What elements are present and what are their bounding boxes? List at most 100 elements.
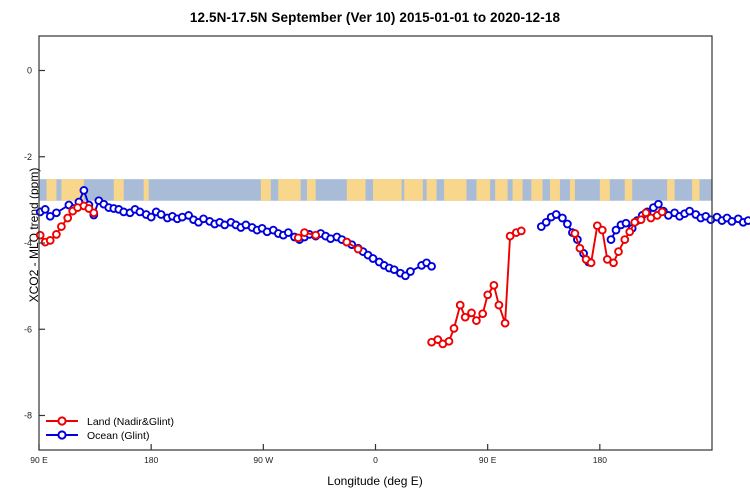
data-point-marker	[657, 207, 667, 217]
x-tick-label: 180	[593, 455, 607, 465]
y-tick-label: -2	[24, 152, 32, 162]
data-point-marker	[743, 216, 750, 225]
land-mask-segment	[113, 179, 124, 201]
data-point-marker	[57, 222, 66, 231]
data-point-marker	[427, 261, 436, 271]
legend-swatch-marker	[57, 416, 67, 426]
land-mask-segment	[346, 179, 366, 201]
data-point-marker	[389, 265, 399, 275]
data-point-marker	[472, 316, 481, 325]
data-point-marker	[455, 300, 465, 310]
data-point-marker	[467, 308, 476, 318]
data-point-marker	[283, 228, 293, 237]
data-point-marker	[541, 217, 551, 227]
legend-label: Land (Nadir&Glint)	[87, 416, 174, 428]
data-point-marker	[449, 324, 459, 333]
data-point-marker	[293, 233, 303, 243]
data-point-marker	[625, 227, 635, 237]
data-point-marker	[483, 290, 493, 300]
land-mask-segment	[46, 179, 57, 201]
land-mask-segment	[549, 179, 560, 201]
data-point-marker	[63, 213, 73, 223]
land-mask-segment	[444, 179, 467, 201]
data-point-marker	[620, 235, 630, 244]
x-tick-label: 90 W	[253, 455, 273, 465]
data-point-marker	[575, 243, 585, 253]
axis-layer: 0 -2 -4 -6 -8 90 E 180 90 W 0 90 E 180	[24, 35, 713, 465]
data-point-marker	[611, 225, 621, 235]
data-point-marker	[609, 258, 618, 268]
y-tick-label: -8	[24, 411, 32, 421]
data-point-marker	[614, 247, 623, 256]
data-point-marker	[460, 312, 470, 322]
land-mask-segment	[143, 179, 149, 201]
data-point-marker	[636, 215, 646, 225]
series-ocean	[35, 186, 750, 281]
data-point-marker	[300, 228, 309, 237]
y-tick-label: 0	[27, 66, 32, 76]
y-tick-label: -6	[24, 324, 32, 334]
data-point-marker	[500, 318, 510, 328]
data-point-marker	[494, 300, 504, 310]
data-point-marker	[353, 244, 363, 254]
page-title: 12.5N-17.5N September (Ver 10) 2015-01-0…	[189, 10, 561, 25]
land-mask-segment	[476, 179, 491, 201]
data-point-marker	[597, 225, 607, 235]
data-series-layer	[35, 186, 750, 349]
land-mask-segment	[61, 179, 84, 201]
data-point-marker	[641, 208, 651, 218]
land-mask-segment	[512, 179, 523, 201]
data-point-marker	[79, 186, 89, 195]
land-mask-segment	[404, 179, 423, 201]
land-mask-segment	[599, 179, 610, 201]
data-point-marker	[52, 208, 61, 218]
data-point-marker	[505, 231, 515, 241]
y-tick-label: -4	[24, 238, 32, 248]
data-point-marker	[489, 280, 499, 290]
land-mask-segment	[426, 179, 437, 201]
data-point-marker	[602, 255, 612, 264]
data-point-marker	[563, 219, 572, 229]
land-mask-segment	[531, 179, 543, 201]
data-point-marker	[45, 211, 55, 221]
x-tick-label: 0	[373, 455, 378, 465]
data-point-marker	[35, 230, 45, 240]
data-point-marker	[551, 210, 561, 219]
data-point-marker	[146, 212, 156, 222]
land-ocean-mask-strip	[39, 179, 712, 201]
data-point-marker	[368, 254, 378, 263]
series-land	[35, 201, 667, 349]
series-line	[430, 229, 523, 345]
data-point-marker	[311, 230, 321, 240]
land-mask-segment	[692, 179, 700, 201]
chart-legend: Land (Nadir&Glint) Ocean (Glint)	[46, 416, 174, 442]
land-mask-segment	[569, 179, 575, 201]
data-point-marker	[40, 205, 50, 214]
land-mask-segment	[278, 179, 301, 201]
data-point-marker	[342, 237, 352, 247]
data-point-marker	[621, 218, 631, 228]
data-point-marker	[558, 213, 567, 223]
land-mask-segment	[306, 179, 316, 201]
data-point-marker	[156, 210, 166, 219]
data-point-marker	[516, 226, 526, 236]
x-axis-label: Longitude (deg E)	[327, 474, 423, 488]
data-point-marker	[45, 236, 55, 245]
land-mask-segment	[260, 179, 271, 201]
x-tick-label: 90 E	[30, 455, 48, 465]
data-point-marker	[478, 309, 488, 319]
land-mask-segment	[667, 179, 675, 201]
data-point-marker	[685, 206, 694, 216]
data-point-marker	[89, 208, 99, 218]
data-point-marker	[570, 229, 580, 238]
land-mask-segment	[624, 179, 633, 201]
data-point-marker	[606, 235, 616, 244]
data-point-marker	[654, 199, 663, 209]
x-tick-label: 90 E	[479, 455, 497, 465]
data-point-marker	[586, 258, 596, 268]
legend-label: Ocean (Glint)	[87, 430, 149, 442]
x-tick-label: 180	[144, 455, 158, 465]
data-point-marker	[406, 267, 415, 276]
